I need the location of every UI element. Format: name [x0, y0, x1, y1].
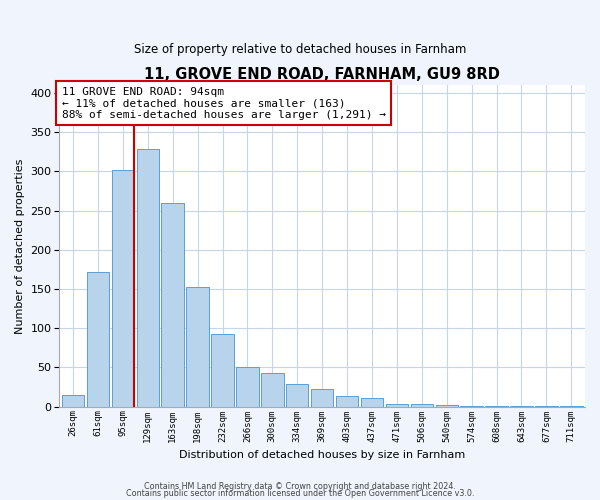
Bar: [436, 405, 458, 406]
Y-axis label: Number of detached properties: Number of detached properties: [15, 158, 25, 334]
Text: Contains public sector information licensed under the Open Government Licence v3: Contains public sector information licen…: [126, 489, 474, 498]
Bar: [236, 368, 259, 406]
Text: 11 GROVE END ROAD: 94sqm
← 11% of detached houses are smaller (163)
88% of semi-: 11 GROVE END ROAD: 94sqm ← 11% of detach…: [62, 86, 386, 120]
Title: 11, GROVE END ROAD, FARNHAM, GU9 8RD: 11, GROVE END ROAD, FARNHAM, GU9 8RD: [144, 68, 500, 82]
Text: Size of property relative to detached houses in Farnham: Size of property relative to detached ho…: [134, 42, 466, 56]
Bar: [311, 388, 334, 406]
Bar: [87, 272, 109, 406]
Bar: [211, 334, 234, 406]
Bar: [410, 404, 433, 406]
Bar: [137, 148, 159, 406]
Bar: [62, 395, 84, 406]
Bar: [361, 398, 383, 406]
Bar: [161, 204, 184, 406]
Bar: [286, 384, 308, 406]
Bar: [336, 396, 358, 406]
Bar: [261, 373, 284, 406]
Bar: [112, 170, 134, 406]
Text: Contains HM Land Registry data © Crown copyright and database right 2024.: Contains HM Land Registry data © Crown c…: [144, 482, 456, 491]
Bar: [386, 404, 408, 406]
Bar: [187, 286, 209, 406]
X-axis label: Distribution of detached houses by size in Farnham: Distribution of detached houses by size …: [179, 450, 465, 460]
